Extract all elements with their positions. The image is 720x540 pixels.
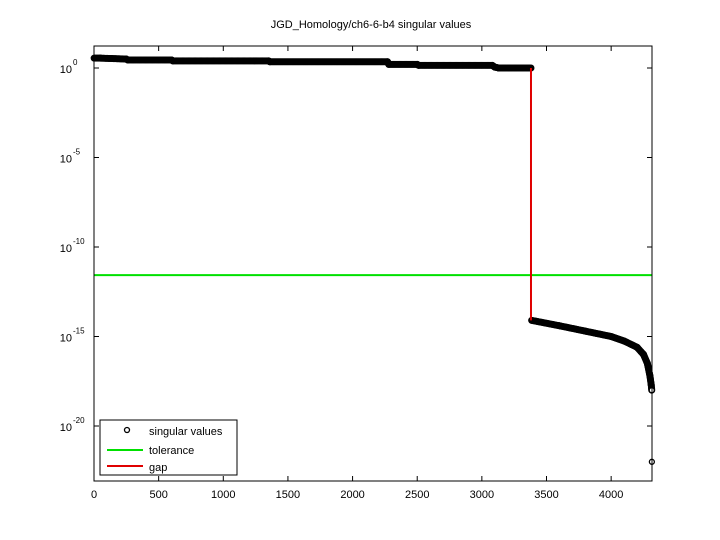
y-tick-exponent: 0 [73, 58, 78, 67]
y-tick-label: 10 [60, 243, 72, 255]
x-tick-label: 3500 [534, 489, 558, 501]
y-tick-label: 10 [60, 154, 72, 166]
legend-marker-circle-icon [123, 426, 131, 434]
x-tick-label: 0 [91, 489, 97, 501]
legend-label-singular-values: singular values [149, 426, 223, 438]
axes: 0 500 1000 1500 2000 2500 3000 3500 400010010-51… [60, 45, 653, 501]
legend-label-tolerance: tolerance [149, 445, 194, 457]
y-tick-exponent: -10 [73, 237, 85, 246]
x-tick-label: 1000 [211, 489, 235, 501]
chart-title: JGD_Homology/ch6-6-b4 singular values [271, 19, 472, 31]
plot-area [90, 54, 656, 465]
x-tick-label: 2000 [340, 489, 364, 501]
y-tick-label: 10 [60, 333, 72, 345]
x-tick-label: 1500 [276, 489, 300, 501]
x-tick-label: 3000 [470, 489, 494, 501]
x-tick-label: 4000 [599, 489, 623, 501]
y-tick-label: 10 [60, 64, 72, 76]
singular-values-series [90, 54, 656, 465]
y-tick-exponent: -5 [73, 148, 81, 157]
y-tick-exponent: -20 [73, 416, 85, 425]
axes-box [93, 45, 653, 482]
x-tick-label: 500 [149, 489, 167, 501]
x-tick-label: 2500 [405, 489, 429, 501]
y-tick-label: 10 [60, 422, 72, 434]
legend: singular values tolerance gap [99, 419, 238, 476]
y-tick-exponent: -15 [73, 327, 85, 336]
legend-label-gap: gap [149, 462, 167, 474]
